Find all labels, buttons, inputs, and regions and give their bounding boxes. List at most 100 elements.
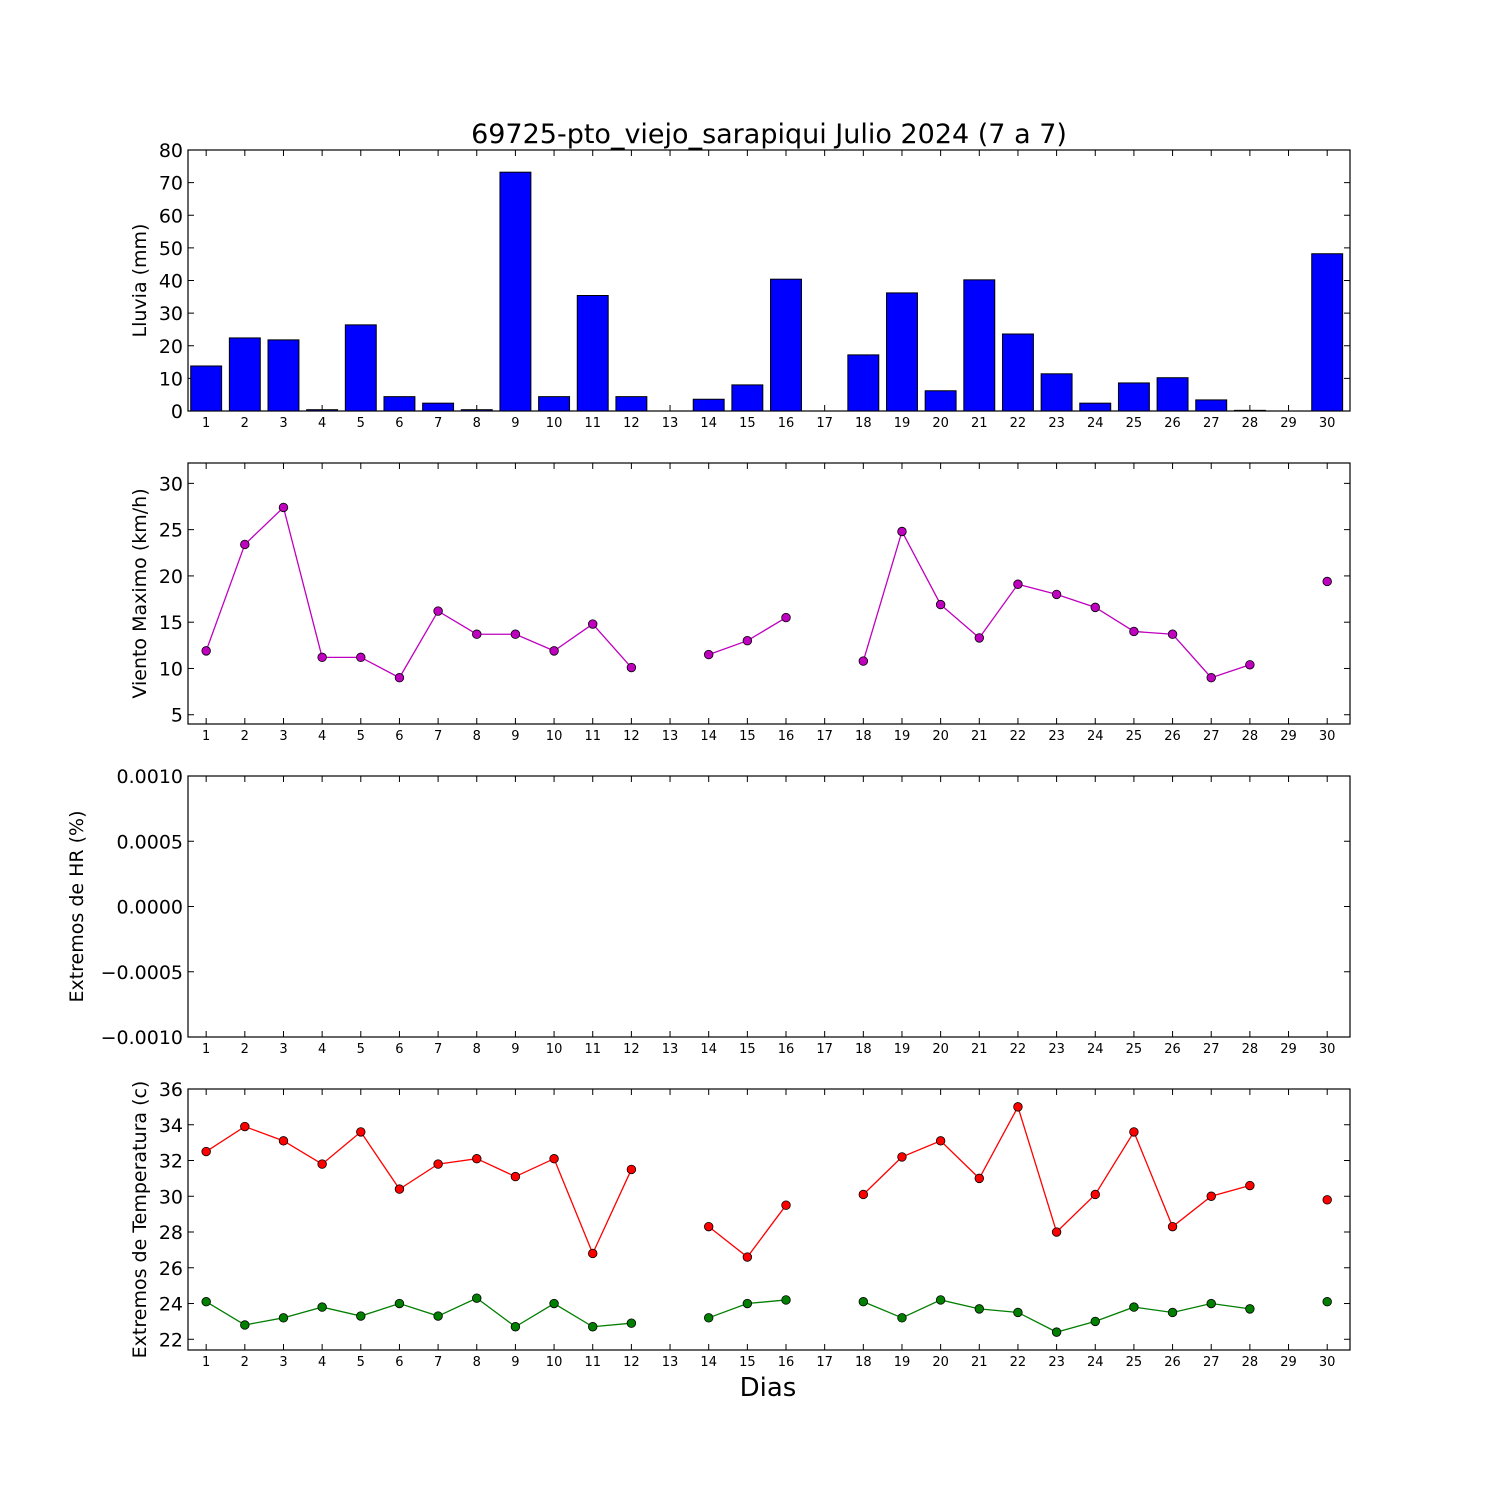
y-tick-label: 70 — [159, 173, 183, 195]
x-tick-label: 30 — [1319, 1042, 1336, 1057]
x-tick-label: 3 — [279, 1042, 287, 1057]
x-tick-label: 28 — [1242, 1042, 1259, 1057]
x-tick-label: 5 — [357, 1042, 365, 1057]
y-tick-label: 20 — [159, 566, 183, 588]
x-tick-label: 11 — [584, 729, 601, 744]
y-tick-label: 24 — [159, 1294, 183, 1316]
data-point — [1129, 626, 1139, 637]
data-point — [1090, 1316, 1100, 1327]
y-tick-label: 60 — [159, 205, 183, 227]
data-point — [742, 636, 753, 646]
x-tick-label: 10 — [546, 1355, 563, 1370]
data-point — [1090, 1189, 1100, 1200]
x-tick-label: 16 — [778, 1355, 795, 1370]
data-point — [897, 1313, 907, 1323]
rain-bar — [306, 409, 339, 412]
data-point — [1206, 1298, 1216, 1309]
rain-bar — [190, 365, 223, 412]
x-tick-label: 4 — [318, 1355, 326, 1370]
data-point — [201, 1146, 211, 1157]
x-tick-label: 24 — [1087, 1355, 1104, 1370]
x-tick-label: 8 — [473, 1355, 481, 1370]
data-point — [1051, 1227, 1062, 1237]
x-tick-label: 17 — [816, 1355, 833, 1370]
data-point — [1245, 660, 1255, 670]
x-tick-label: 14 — [700, 729, 717, 744]
x-tick-label: 8 — [473, 416, 481, 431]
x-tick-label: 23 — [1048, 1355, 1065, 1370]
rain-bar — [576, 295, 609, 412]
rain-bar — [770, 278, 802, 412]
x-tick-label: 7 — [434, 416, 442, 431]
axes-frame — [187, 462, 1351, 725]
data-point — [781, 612, 791, 623]
data-point — [1051, 589, 1062, 600]
x-tick-label: 14 — [700, 416, 717, 431]
x-tick-label: 13 — [662, 1355, 679, 1370]
x-tick-label: 15 — [739, 416, 756, 431]
data-point — [626, 662, 637, 673]
data-point — [278, 1313, 289, 1323]
x-tick-label: 10 — [546, 729, 563, 744]
x-tick-label: 18 — [855, 729, 872, 744]
y-tick-label: 15 — [159, 612, 183, 634]
rain-bar — [499, 171, 532, 412]
data-point — [897, 526, 907, 537]
x-tick-label: 10 — [546, 1042, 563, 1057]
x-tick-label: 13 — [662, 416, 679, 431]
x-tick-label: 2 — [241, 1042, 249, 1057]
x-tick-label: 18 — [855, 1042, 872, 1057]
x-tick-label: 26 — [1164, 416, 1181, 431]
x-tick-label: 23 — [1048, 729, 1065, 744]
x-tick-label: 28 — [1242, 416, 1259, 431]
data-point — [549, 646, 559, 656]
data-point — [897, 1152, 907, 1162]
x-tick-label: 9 — [511, 416, 519, 431]
x-tick-label: 19 — [894, 416, 911, 431]
x-tick-label: 12 — [623, 1355, 640, 1370]
rain-bar — [1040, 373, 1073, 412]
y-axis-label: Extremos de HR (%) — [66, 810, 88, 1002]
data-point — [433, 1159, 443, 1169]
x-tick-label: 24 — [1087, 416, 1104, 431]
x-tick-label: 1 — [202, 1355, 210, 1370]
chart-title: 69725-pto_viejo_sarapiqui Julio 2024 (7 … — [471, 119, 1067, 150]
x-tick-label: 20 — [932, 1042, 949, 1057]
x-tick-label: 24 — [1087, 1042, 1104, 1057]
x-tick-label: 11 — [584, 416, 601, 431]
data-point — [858, 1297, 869, 1307]
x-tick-label: 29 — [1280, 729, 1297, 744]
data-point — [858, 656, 869, 666]
x-tick-label: 23 — [1048, 1042, 1065, 1057]
x-tick-label: 1 — [202, 1042, 210, 1057]
data-point — [433, 1311, 443, 1321]
data-point — [1090, 602, 1100, 613]
x-tick-label: 27 — [1203, 1355, 1220, 1370]
y-tick-label: 40 — [159, 271, 183, 293]
x-tick-label: 27 — [1203, 729, 1220, 744]
data-point — [626, 1164, 637, 1175]
y-tick-label: 32 — [159, 1151, 183, 1173]
y-tick-label: 0 — [171, 401, 183, 423]
data-point — [394, 1184, 405, 1194]
x-tick-label: 8 — [473, 729, 481, 744]
rain-bar — [538, 396, 571, 412]
y-tick-label: 5 — [171, 705, 183, 727]
y-tick-label: 50 — [159, 238, 183, 260]
x-tick-label: 15 — [739, 1355, 756, 1370]
x-tick-label: 14 — [700, 1355, 717, 1370]
x-tick-label: 28 — [1242, 729, 1259, 744]
rain-bar — [692, 398, 725, 412]
y-tick-label: 80 — [159, 140, 183, 162]
data-point — [781, 1200, 791, 1210]
data-point — [549, 1298, 559, 1309]
x-tick-label: 1 — [202, 729, 210, 744]
data-point — [1051, 1327, 1062, 1337]
data-point — [201, 646, 211, 656]
data-point — [935, 1295, 946, 1305]
x-tick-label: 30 — [1319, 1355, 1336, 1370]
x-tick-label: 29 — [1280, 1042, 1297, 1057]
data-point — [394, 673, 405, 683]
y-tick-label: 34 — [159, 1115, 183, 1137]
